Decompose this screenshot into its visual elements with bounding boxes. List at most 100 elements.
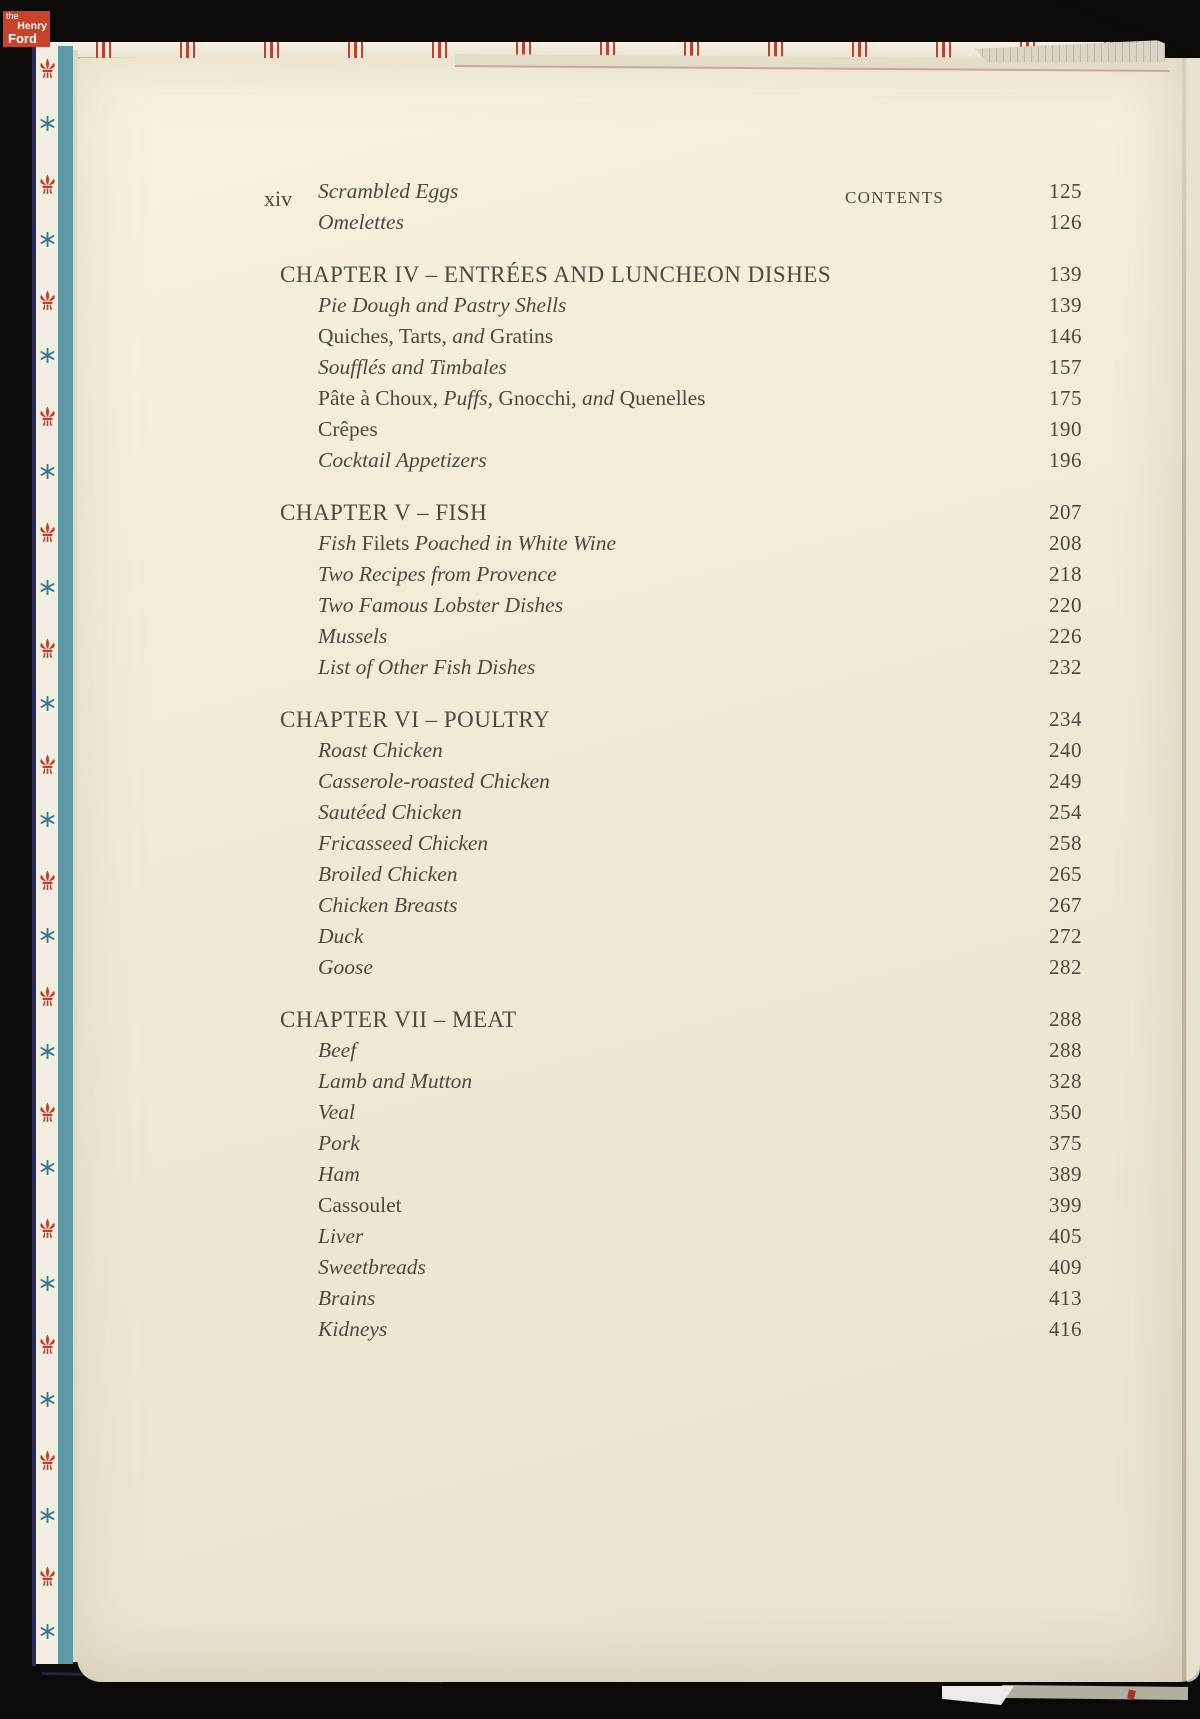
logo-text-henry: Henry [17, 20, 47, 32]
toc-item-row: Mussels 226 [280, 621, 1082, 652]
fleur-de-lis-icon [38, 174, 56, 198]
toc-entry-title: Cocktail Appetizers [318, 448, 487, 472]
toc-item-row: Ham 389 [280, 1159, 1082, 1190]
toc-page-number: 389 [1049, 1162, 1082, 1186]
toc-item-row: Liver 405 [280, 1221, 1082, 1252]
toc-page-number: 272 [1049, 924, 1082, 948]
star-icon [38, 1508, 56, 1532]
toc-item-row: Soufflés and Timbales 157 [280, 352, 1082, 383]
toc-item-row: Veal 350 [280, 1097, 1082, 1128]
toc-page-number: 288 [1049, 1038, 1082, 1062]
toc-page-number: 409 [1049, 1255, 1082, 1279]
toc-page-number: 328 [1049, 1069, 1082, 1093]
toc-item-row: Beef 288 [280, 1035, 1082, 1066]
fleur-de-lis-icon [38, 522, 56, 546]
toc-page-number: 405 [1049, 1224, 1082, 1248]
loose-page-corner [942, 1686, 1014, 1705]
fleur-de-lis-icon [38, 986, 56, 1010]
toc-page-number: 157 [1049, 355, 1082, 379]
toc-page-number: 125 [1049, 179, 1082, 203]
toc-page-number: 416 [1049, 1317, 1082, 1341]
toc-entry-title: Fricasseed Chicken [318, 831, 489, 855]
toc-entry-title: CHAPTER V – FISH [280, 500, 488, 525]
toc-item-row: Kidneys 416 [280, 1314, 1082, 1345]
toc-chapter-row: CHAPTER VI – POULTRY 234 [280, 704, 1082, 735]
toc-entry-title: Veal [318, 1100, 356, 1124]
toc-entry-title: Two Recipes from Provence [318, 562, 557, 586]
toc-item-row: Fricasseed Chicken 258 [280, 828, 1082, 859]
toc-item-row: Duck 272 [280, 921, 1082, 952]
fleur-de-lis-icon [38, 638, 56, 662]
page-edge-crease [1182, 58, 1186, 1682]
fleur-de-lis-icon [38, 1334, 56, 1358]
toc-page-number: 288 [1049, 1007, 1082, 1031]
star-icon [38, 580, 56, 604]
toc-chapter-row: CHAPTER IV – ENTRÉES AND LUNCHEON DISHES… [280, 259, 1082, 290]
toc-entry-title: Brains [318, 1286, 376, 1310]
toc-item-row: List of Other Fish Dishes 232 [280, 652, 1082, 683]
endpaper-top-edge [34, 42, 1150, 58]
toc-entry-title: Ham [318, 1162, 360, 1186]
cover-edge-line [32, 46, 36, 1666]
star-icon [38, 1624, 56, 1648]
toc-item-row: Two Famous Lobster Dishes 220 [280, 590, 1082, 621]
page-gutter-edge [73, 50, 78, 1662]
toc-entry-title: Liver [318, 1224, 364, 1248]
toc-item-row: Crêpes 190 [280, 414, 1082, 445]
book-page: xiv CONTENTS Scrambled Eggs 125 Omelettes 1… [77, 58, 1200, 1682]
toc-page-number: 249 [1049, 769, 1082, 793]
toc-item-row: Cassoulet 399 [280, 1190, 1082, 1221]
toc-item-row: Roast Chicken 240 [280, 735, 1082, 766]
toc-item-row: Omelettes 126 [280, 207, 1082, 238]
toc-page-number: 139 [1049, 262, 1082, 286]
star-icon [38, 232, 56, 256]
folio-page-number: xiv [264, 186, 293, 211]
logo-text-the: the [6, 11, 19, 21]
toc-entry-title: CHAPTER IV – ENTRÉES AND LUNCHEON DISHES [280, 262, 832, 287]
fleur-de-lis-icon [38, 290, 56, 314]
toc-item-row: Broiled Chicken 265 [280, 859, 1082, 890]
star-icon [38, 812, 56, 836]
toc-chapter-row: CHAPTER V – FISH 207 [280, 497, 1082, 528]
toc-item-row: Fish Filets Poached in White Wine 208 [280, 528, 1082, 559]
star-icon [38, 696, 56, 720]
toc-entry-title: CHAPTER VI – POULTRY [280, 707, 551, 732]
toc-page-number: 265 [1049, 862, 1082, 886]
toc-entry-title: Beef [318, 1038, 357, 1062]
logo-text-ford: Ford [8, 31, 37, 46]
toc-entry-title: Lamb and Mutton [318, 1069, 473, 1093]
toc-page-number: 220 [1049, 593, 1082, 617]
fleur-de-lis-icon [38, 406, 56, 430]
toc-entry-title: CHAPTER VII – MEAT [280, 1007, 517, 1032]
toc-page-number: 254 [1049, 800, 1082, 824]
toc-page-number: 190 [1049, 417, 1082, 441]
toc-page-number: 267 [1049, 893, 1082, 917]
toc-page-number: 207 [1049, 500, 1082, 524]
toc-entry-title: Pâte à Choux, Puffs, Gnocchi, and Quenel… [318, 386, 706, 410]
toc-page-number: 258 [1049, 831, 1082, 855]
toc-page-number: 226 [1049, 624, 1082, 648]
toc-item-row: Brains 413 [280, 1283, 1082, 1314]
toc-chapter-row: CHAPTER VII – MEAT 288 [280, 1004, 1082, 1035]
toc-entry-title: Quiches, Tarts, and Gratins [318, 324, 554, 348]
toc-entry-title: Soufflés and Timbales [318, 355, 507, 379]
fleur-de-lis-icon [38, 1450, 56, 1474]
toc-entry-title: Scrambled Eggs [318, 179, 459, 203]
toc-page-number: 240 [1049, 738, 1082, 762]
star-icon [38, 1392, 56, 1416]
toc-entry-title: Goose [318, 955, 373, 979]
star-icon [38, 348, 56, 372]
cover-cloth-edge [1001, 1685, 1189, 1700]
toc-item-row: Quiches, Tarts, and Gratins 146 [280, 321, 1082, 352]
toc-item-row: Sweetbreads 409 [280, 1252, 1082, 1283]
toc-entry-title: Chicken Breasts [318, 893, 458, 917]
toc-entry-title: List of Other Fish Dishes [318, 655, 536, 679]
toc-page-number: 282 [1049, 955, 1082, 979]
toc-page-number: 126 [1049, 210, 1082, 234]
star-icon [38, 116, 56, 140]
toc-item-row: Pork 375 [280, 1128, 1082, 1159]
page-stack-edge [1187, 58, 1200, 1682]
toc-page-number: 175 [1049, 386, 1082, 410]
toc-page-number: 146 [1049, 324, 1082, 348]
